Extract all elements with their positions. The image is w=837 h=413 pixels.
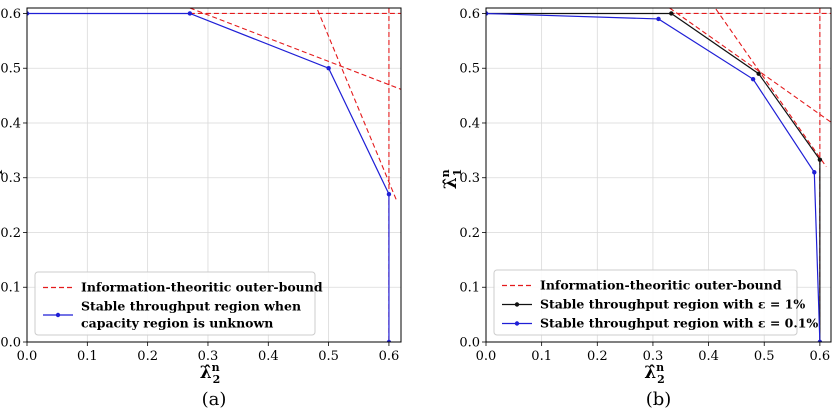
outer-bound-segment xyxy=(189,8,401,90)
x-tick-label: 0.6 xyxy=(379,349,400,364)
y-tick-label: 0.1 xyxy=(459,281,480,296)
legend-marker-1 xyxy=(55,312,61,318)
y-tick-label: 0.6 xyxy=(459,7,480,22)
series-point-1 xyxy=(386,191,392,197)
x-tick-label: 0.5 xyxy=(754,349,775,364)
series-point-2 xyxy=(750,76,756,82)
y-tick-label: 0.6 xyxy=(0,7,21,22)
legend-entry-label: capacity region is unknown xyxy=(81,316,273,331)
x-axis-label: λ̂n 2 xyxy=(200,361,221,386)
x-tick-label: 0.2 xyxy=(587,349,608,364)
panel-b: 0.0 0.1 0.2 0.3 0.4 0.5 0.6 0.0 0.1 0.2 0.3 0.4 0.5 0… xyxy=(439,7,832,410)
y-tick-label: 0.4 xyxy=(459,116,480,131)
legend-box xyxy=(34,271,316,336)
y-tick-label: 0.2 xyxy=(0,226,21,241)
series-point-2 xyxy=(812,170,817,175)
plot-area xyxy=(486,8,831,342)
x-tick-label: 0.4 xyxy=(258,349,279,364)
x-tick-label: 0.4 xyxy=(698,349,719,364)
legend-entry-label: Stable throughput region with ε = 0.1% xyxy=(540,316,818,331)
outer-bound-segment xyxy=(669,8,831,123)
series-point-1 xyxy=(386,339,392,342)
outer-bound-segment xyxy=(714,8,827,168)
y-tick-label: 0.5 xyxy=(459,62,480,77)
legend-box xyxy=(493,269,798,336)
series-point-2 xyxy=(656,16,661,22)
x-tick-label: 0.0 xyxy=(476,349,497,364)
x-tick-label: 0.1 xyxy=(531,349,552,364)
x-tick-label: 0.3 xyxy=(643,349,664,364)
legend: Information-theoritic outer-bound Stable … xyxy=(34,271,323,336)
panel-label: (b) xyxy=(646,389,672,410)
x-tick-label: 0.0 xyxy=(17,349,38,364)
legend-marker-1 xyxy=(514,302,520,307)
x-axis-label: λ̂n 2 xyxy=(644,361,665,386)
series-point-1 xyxy=(326,66,331,71)
series-point-1 xyxy=(187,11,193,16)
x-tick-label: 0.3 xyxy=(198,349,219,364)
y-tick-label: 0.0 xyxy=(459,336,480,351)
y-tick-label: 0.5 xyxy=(0,62,21,77)
axes-frame xyxy=(485,7,832,343)
axes-frame xyxy=(26,7,402,343)
x-tick-label: 0.1 xyxy=(77,349,98,364)
legend-entry-label: Information-theoritic outer-bound xyxy=(81,280,323,295)
series-point-1 xyxy=(669,11,674,16)
x-tick-label: 0.5 xyxy=(318,349,339,364)
y-axis-label: λ̂n1 xyxy=(439,169,464,190)
series-point-2 xyxy=(817,339,823,342)
y-tick-label: 0.4 xyxy=(0,116,21,131)
series-point-1 xyxy=(756,71,761,76)
y-tick-label: 0.3 xyxy=(0,171,21,186)
y-tick-label: 0.2 xyxy=(459,226,480,241)
outer-bound-segment xyxy=(316,8,397,200)
x-tick-label: 0.2 xyxy=(137,349,158,364)
y-tick-label: 0.3 xyxy=(459,171,480,186)
panel-a: 0.0 0.1 0.2 0.3 0.4 0.5 0.6 0.0 0.1 0.2 0.3 0.4 0.5 0… xyxy=(0,7,402,410)
y-axis-label: λ̂n1 xyxy=(0,169,5,190)
legend: Information-theoritic outer-bound Stable … xyxy=(493,269,818,336)
y-tick-label: 0.0 xyxy=(0,336,21,351)
series-point-2 xyxy=(486,11,489,16)
y-tick-label: 0.1 xyxy=(0,281,21,296)
series-point-1 xyxy=(817,157,823,162)
legend-entry-label: Information-theoritic outer-bound xyxy=(540,278,782,293)
plot-area xyxy=(27,8,401,342)
x-tick-label: 0.6 xyxy=(810,349,831,364)
panel-label: (a) xyxy=(202,389,227,410)
legend-marker-2 xyxy=(514,321,520,326)
series-point-1 xyxy=(27,11,30,16)
legend-entry-label: Stable throughput region when xyxy=(81,299,301,314)
legend-entry-label: Stable throughput region with ε = 1% xyxy=(540,297,805,312)
